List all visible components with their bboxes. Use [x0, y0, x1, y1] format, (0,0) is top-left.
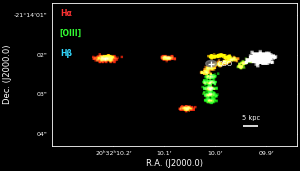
- Text: 5 kpc: 5 kpc: [242, 115, 260, 121]
- Circle shape: [206, 61, 217, 67]
- Text: [OIII]: [OIII]: [60, 29, 82, 38]
- Text: QSO: QSO: [217, 61, 232, 67]
- X-axis label: R.A. (J2000.0): R.A. (J2000.0): [146, 159, 203, 168]
- Text: Hα: Hα: [60, 9, 71, 18]
- Y-axis label: Dec. (J2000.0): Dec. (J2000.0): [4, 45, 13, 104]
- Text: Hβ: Hβ: [60, 49, 72, 58]
